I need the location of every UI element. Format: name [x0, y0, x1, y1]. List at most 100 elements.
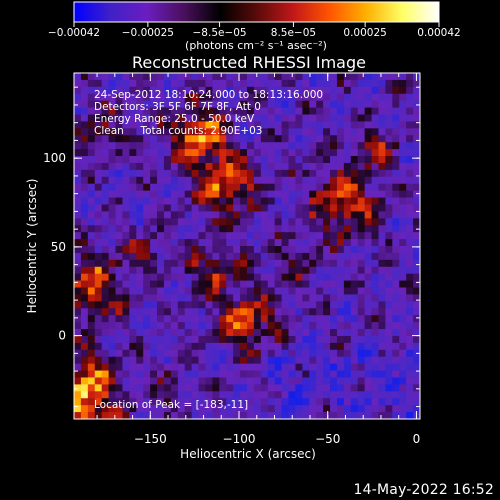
heatmap-cell	[177, 86, 186, 95]
heatmap-cell	[392, 128, 400, 136]
heatmap-cell	[122, 335, 130, 344]
heatmap-cell	[205, 342, 213, 351]
heatmap-cell	[233, 204, 241, 212]
heatmap-cell	[357, 356, 366, 365]
heatmap-cell	[309, 204, 317, 212]
heatmap-cell	[302, 398, 310, 406]
heatmap-cell	[205, 308, 213, 316]
heatmap-cell	[184, 273, 193, 281]
heatmap-cell	[143, 266, 151, 275]
heatmap-cell	[129, 86, 137, 95]
heatmap-cell	[136, 384, 144, 392]
heatmap-cell	[260, 183, 269, 192]
heatmap-cell	[233, 211, 241, 219]
heatmap-cell	[385, 335, 393, 344]
heatmap-cell	[157, 225, 165, 233]
heatmap-cell	[316, 370, 324, 378]
heatmap-cell	[233, 384, 241, 392]
heatmap-cell	[323, 121, 331, 129]
colorbar: −0.00042 −0.00025 −8.5e−05 8.5e−05 0.00025 0.…	[48, 1, 461, 52]
heatmap-cell	[184, 204, 193, 212]
heatmap-cell	[309, 335, 317, 344]
heatmap-cell	[281, 135, 289, 143]
heatmap-cell	[357, 232, 366, 240]
heatmap-cell	[247, 322, 255, 330]
heatmap-cell	[177, 121, 186, 129]
heatmap-cell	[150, 204, 158, 212]
heatmap-cell	[115, 315, 123, 323]
heatmap-cell	[226, 183, 234, 192]
heatmap-cell	[364, 197, 372, 205]
heatmap-cell	[219, 204, 227, 212]
heatmap-cell	[343, 412, 352, 419]
heatmap-cell	[191, 329, 199, 337]
heatmap-cell	[385, 370, 393, 378]
heatmap-cell	[309, 329, 317, 337]
heatmap-cell	[295, 190, 303, 198]
heatmap-cell	[330, 183, 338, 192]
heatmap-cell	[336, 315, 345, 323]
heatmap-cell	[267, 377, 276, 385]
heatmap-cell	[191, 169, 199, 178]
heatmap-cell	[288, 377, 296, 385]
heatmap-cell	[108, 149, 116, 157]
heatmap-cell	[233, 246, 241, 254]
heatmap-cell	[219, 183, 227, 192]
heatmap-cell	[336, 239, 345, 247]
heatmap-cell	[295, 301, 303, 309]
heatmap-cell	[267, 86, 276, 95]
heatmap-cell	[74, 169, 82, 178]
heatmap-cell	[392, 232, 400, 240]
heatmap-cell	[80, 377, 89, 385]
heatmap-cell	[371, 86, 379, 95]
heatmap-cell	[170, 239, 179, 247]
heatmap-cell	[364, 349, 372, 358]
heatmap-cell	[309, 135, 317, 143]
heatmap-cell	[115, 79, 123, 88]
heatmap-cell	[281, 301, 289, 309]
heatmap-cell	[80, 225, 89, 233]
heatmap-cell	[302, 252, 310, 261]
heatmap-cell	[267, 356, 276, 365]
heatmap-cell	[302, 412, 310, 419]
heatmap-cell	[302, 391, 310, 399]
heatmap-cell	[240, 73, 248, 81]
heatmap-cell	[247, 412, 255, 419]
heatmap-cell	[323, 183, 331, 192]
heatmap-cell	[170, 162, 179, 171]
heatmap-cell	[295, 169, 303, 178]
heatmap-cell	[157, 142, 165, 150]
heatmap-cell	[247, 335, 255, 344]
heatmap-cell	[184, 190, 193, 198]
heatmap-cell	[80, 239, 89, 247]
heatmap-cell	[399, 121, 407, 129]
heatmap-cell	[288, 128, 296, 136]
heatmap-cell	[364, 183, 372, 192]
heatmap-cell	[281, 121, 289, 129]
heatmap-cell	[316, 93, 324, 102]
heatmap-cell	[163, 294, 172, 302]
heatmap-cell	[170, 93, 179, 102]
heatmap-cell	[371, 211, 379, 219]
heatmap-cell	[74, 280, 82, 288]
heatmap-cell	[80, 322, 89, 330]
heatmap-cell	[94, 232, 103, 240]
heatmap-cell	[122, 273, 130, 281]
heatmap-cell	[413, 79, 420, 88]
heatmap-cell	[205, 204, 213, 212]
heatmap-cell	[219, 149, 227, 157]
heatmap-cell	[87, 183, 96, 192]
heatmap-cell	[177, 315, 186, 323]
heatmap-cell	[212, 294, 220, 302]
heatmap-cell	[87, 363, 96, 371]
heatmap-cell	[150, 246, 158, 254]
heatmap-cell	[392, 342, 400, 351]
heatmap-cell	[371, 335, 379, 344]
heatmap-cell	[323, 107, 331, 115]
heatmap-cell	[364, 114, 372, 122]
heatmap-cell	[364, 377, 372, 385]
heatmap-cell	[205, 86, 213, 95]
heatmap-cell	[295, 356, 303, 365]
heatmap-cell	[74, 287, 82, 295]
heatmap-cell	[115, 142, 123, 150]
